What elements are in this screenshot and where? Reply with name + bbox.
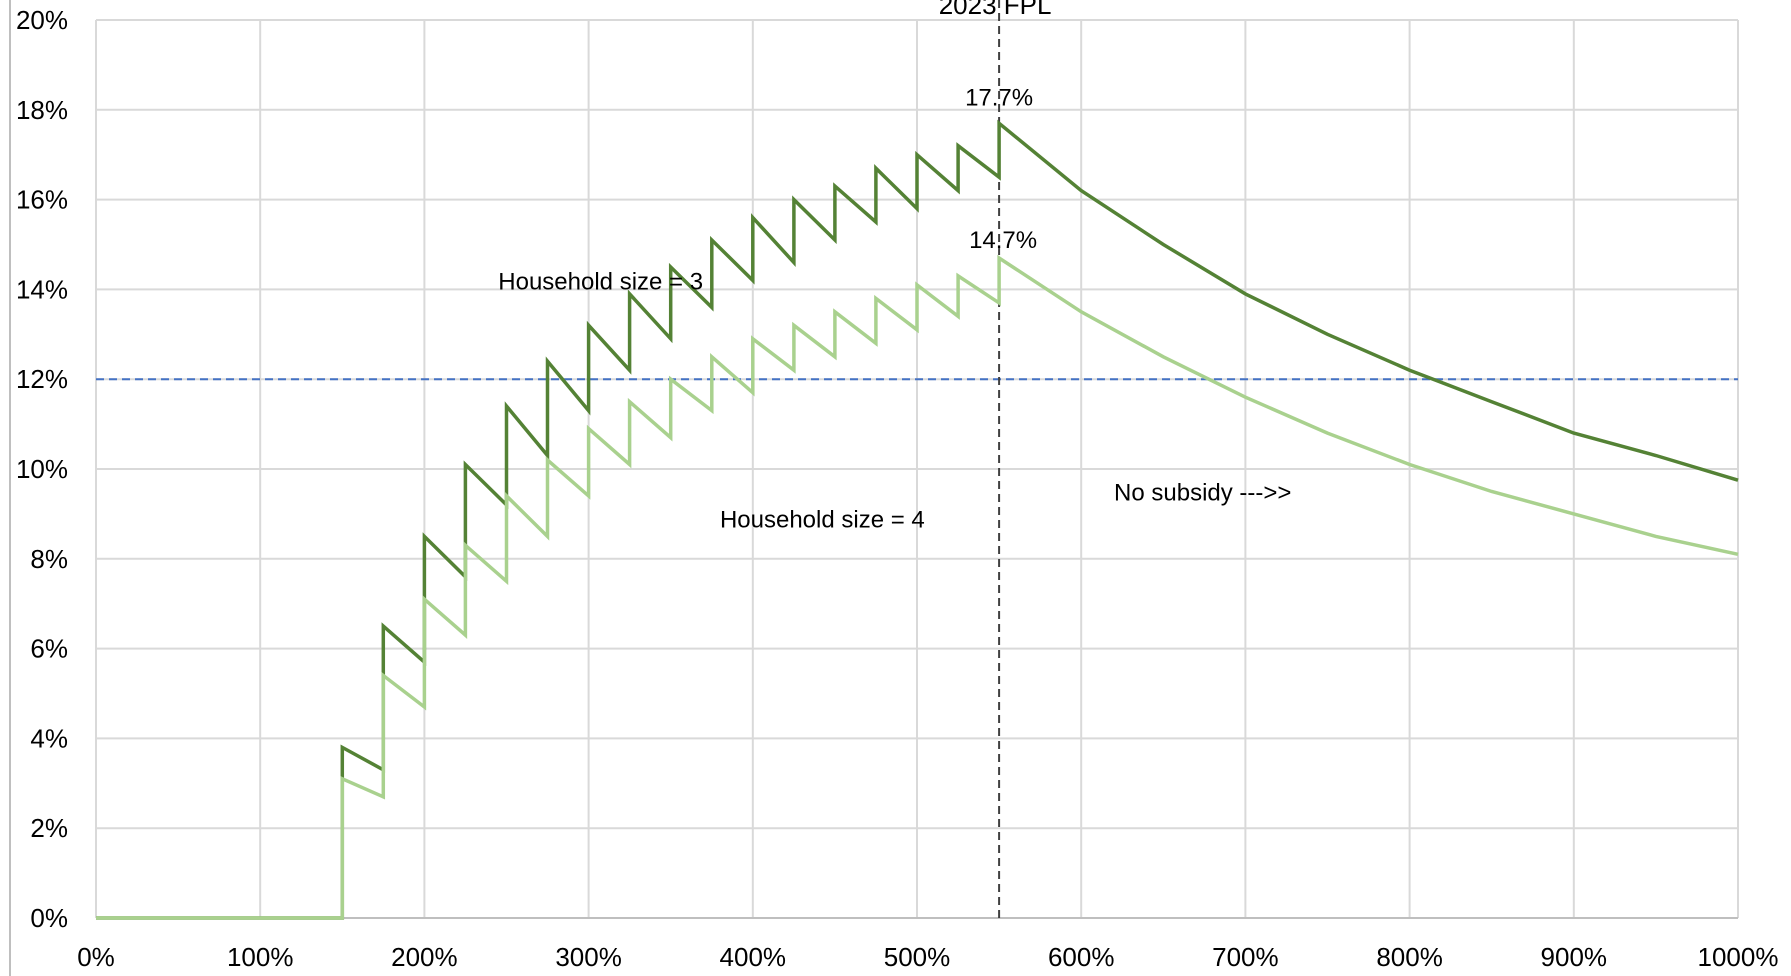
x-tick-label: 0% (77, 942, 115, 972)
x-tick-label: 700% (1212, 942, 1279, 972)
peak-label-hh4: 14.7% (969, 227, 1037, 254)
y-tick-label: 14% (16, 274, 68, 304)
x-tick-label: 200% (391, 942, 458, 972)
x-tick-label: 800% (1376, 942, 1443, 972)
y-tick-label: 10% (16, 454, 68, 484)
y-tick-label: 16% (16, 185, 68, 215)
y-tick-label: 12% (16, 364, 68, 394)
y-tick-label: 4% (30, 723, 68, 753)
x-tick-label: 400% (720, 942, 787, 972)
series-label-hh3: Household size = 3 (498, 268, 703, 295)
y-tick-label: 0% (30, 903, 68, 933)
x-tick-label: 500% (884, 942, 951, 972)
annotations: 17.7% 14.7% Household size = 3 Household si… (498, 84, 1291, 533)
x-tick-label: 600% (1048, 942, 1115, 972)
series (96, 119, 1739, 920)
x-tick-label: 900% (1541, 942, 1608, 972)
y-tick-label: 20% (16, 5, 68, 35)
y-tick-label: 18% (16, 95, 68, 125)
no-subsidy-label: No subsidy --->> (1114, 479, 1291, 506)
x-tick-label: 1000% (1698, 942, 1779, 972)
series-label-hh4: Household size = 4 (720, 506, 925, 533)
x-tick-label: 100% (227, 942, 294, 972)
peak-label-hh3: 17.7% (965, 84, 1033, 111)
y-tick-label: 2% (30, 813, 68, 843)
y-tick-label: 6% (30, 634, 68, 664)
fpl-cutoff-label: 2023 FPL (939, 0, 1052, 20)
y-tick-label: 8% (30, 544, 68, 574)
tick-labels: 0% 100% 200% 300% 400% 500% 600% 700% 800% 900% 10… (16, 5, 1779, 972)
x-tick-label: 300% (555, 942, 622, 972)
axes (9, 0, 1738, 976)
reference-lines: 2023 FPL (96, 0, 1738, 918)
series-line-2 (96, 254, 1739, 920)
